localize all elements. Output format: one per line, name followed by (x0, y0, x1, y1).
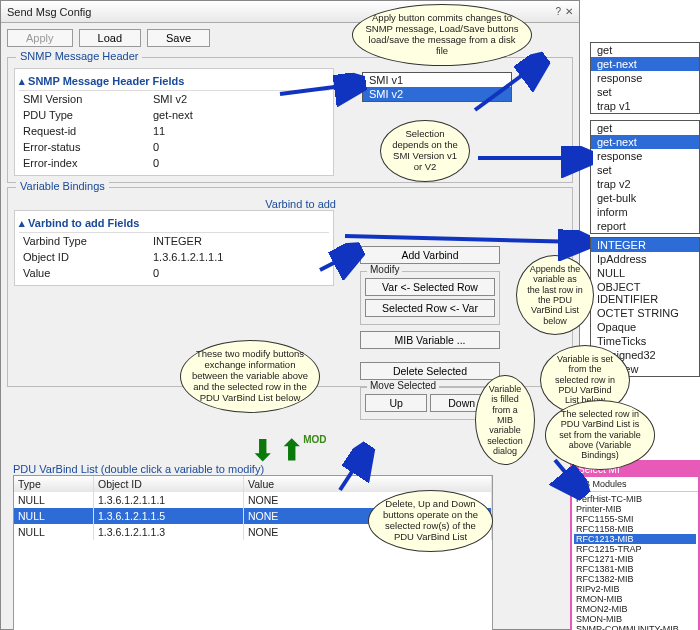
svg-line-6 (555, 460, 580, 490)
svg-line-4 (320, 252, 355, 270)
svg-line-5 (340, 452, 365, 490)
svg-line-0 (280, 84, 358, 94)
svg-line-3 (345, 236, 582, 242)
svg-line-1 (475, 62, 540, 110)
